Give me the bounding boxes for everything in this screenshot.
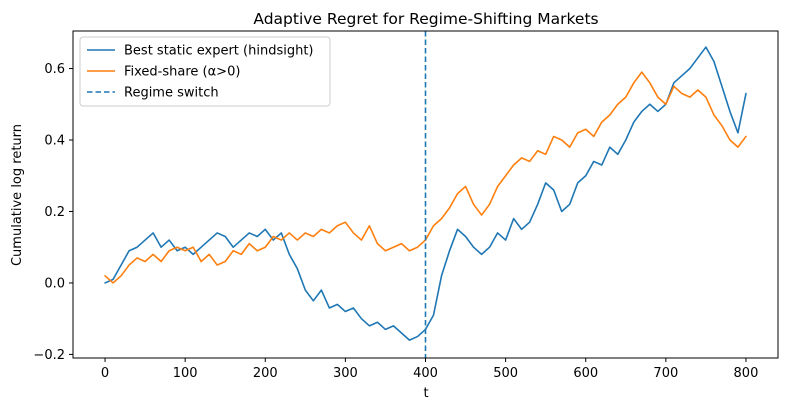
x-tick-label: 600: [573, 366, 598, 381]
x-tick-label: 500: [493, 366, 518, 381]
y-tick-label: 0.6: [44, 62, 65, 77]
x-tick-label: 300: [333, 366, 358, 381]
y-tick-label: 0.2: [44, 205, 65, 220]
y-tick-label: −0.2: [33, 348, 65, 363]
x-tick-label: 200: [253, 366, 278, 381]
x-axis-title: t: [423, 386, 428, 401]
y-tick-label: 0.4: [44, 134, 65, 149]
x-tick-label: 800: [734, 366, 759, 381]
x-tick-label: 700: [653, 366, 678, 381]
x-tick-label: 400: [413, 366, 438, 381]
plot-content: [104, 31, 747, 358]
y-axis-title: Cumulative log return: [10, 124, 25, 266]
x-tick-label: 0: [101, 366, 109, 381]
legend: Best static expert (hindsight) Fixed-sha…: [79, 36, 331, 107]
legend-box: [79, 36, 331, 107]
y-tick-label: 0.0: [44, 276, 65, 291]
chart-title: Adaptive Regret for Regime-Shifting Mark…: [253, 10, 598, 28]
x-axis: 0 100 200 300 400 500 600 700 800: [101, 358, 758, 381]
legend-label-fixed-share: Fixed-share (α>0): [124, 65, 240, 80]
legend-label-regime-switch: Regime switch: [124, 86, 219, 101]
y-axis: −0.2 0.0 0.2 0.4 0.6: [33, 62, 73, 363]
x-tick-label: 100: [173, 366, 198, 381]
legend-label-best-static: Best static expert (hindsight): [124, 44, 314, 59]
